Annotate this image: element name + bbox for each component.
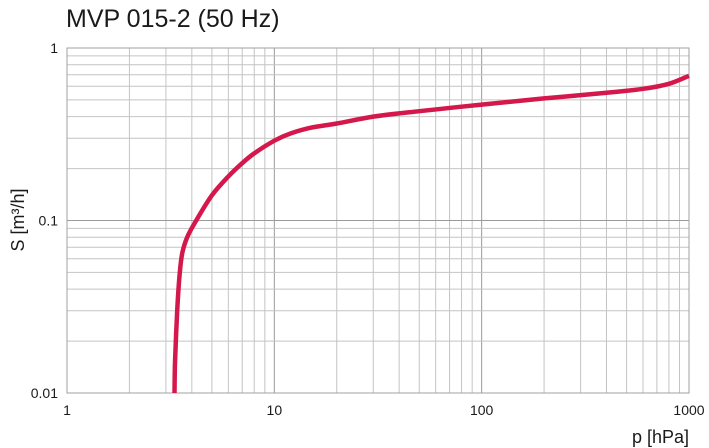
grid <box>67 48 689 393</box>
y-axis-label: S [m³/h] <box>8 188 28 251</box>
x-tick-labels: 1 10 100 1000 <box>63 402 705 418</box>
x-tick-label: 10 <box>267 402 283 418</box>
x-axis-label: p [hPa] <box>632 427 689 447</box>
series-line <box>172 73 690 394</box>
x-tick-label: 1 <box>63 402 71 418</box>
x-tick-label: 1000 <box>673 402 704 418</box>
plot-frame <box>66 47 690 394</box>
y-tick-label: 0.01 <box>31 385 58 401</box>
y-tick-label: 0.1 <box>39 213 59 229</box>
y-tick-labels: 0.01 0.1 1 <box>31 40 58 401</box>
chart-title: MVP 015-2 (50 Hz) <box>66 5 280 33</box>
x-tick-label: 100 <box>470 402 494 418</box>
series-layer <box>172 73 690 394</box>
y-tick-label: 1 <box>50 40 58 56</box>
